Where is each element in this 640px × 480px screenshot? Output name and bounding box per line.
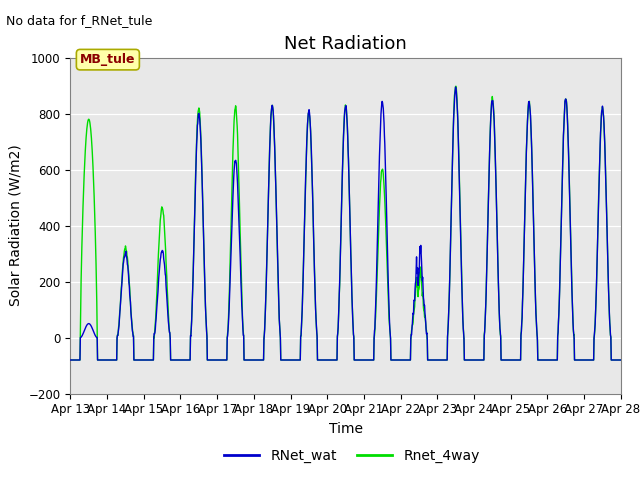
X-axis label: Time: Time: [328, 422, 363, 436]
Rnet_4way: [617, 357, 625, 363]
RNet_wat: [617, 357, 625, 363]
Rnet_4way: [175, 357, 183, 363]
RNet_wat: [67, 357, 74, 363]
Text: MB_tule: MB_tule: [80, 53, 136, 66]
Rnet_4way: [552, 357, 559, 363]
Legend: RNet_wat, Rnet_4way: RNet_wat, Rnet_4way: [219, 443, 485, 468]
RNet_wat: [431, 357, 439, 363]
Y-axis label: Solar Radiation (W/m2): Solar Radiation (W/m2): [9, 145, 23, 306]
Rnet_4way: [452, 84, 460, 89]
RNet_wat: [504, 357, 511, 363]
Rnet_4way: [431, 357, 439, 363]
Rnet_4way: [250, 357, 258, 363]
RNet_wat: [552, 357, 559, 363]
Rnet_4way: [189, 283, 196, 289]
RNet_wat: [175, 357, 183, 363]
RNet_wat: [452, 84, 460, 90]
Text: No data for f_RNet_tule: No data for f_RNet_tule: [6, 14, 153, 27]
Title: Net Radiation: Net Radiation: [284, 35, 407, 53]
Rnet_4way: [67, 357, 74, 363]
Line: Rnet_4way: Rnet_4way: [70, 86, 621, 360]
RNet_wat: [250, 357, 258, 363]
RNet_wat: [189, 284, 196, 289]
Rnet_4way: [504, 357, 511, 363]
Line: RNet_wat: RNet_wat: [70, 87, 621, 360]
